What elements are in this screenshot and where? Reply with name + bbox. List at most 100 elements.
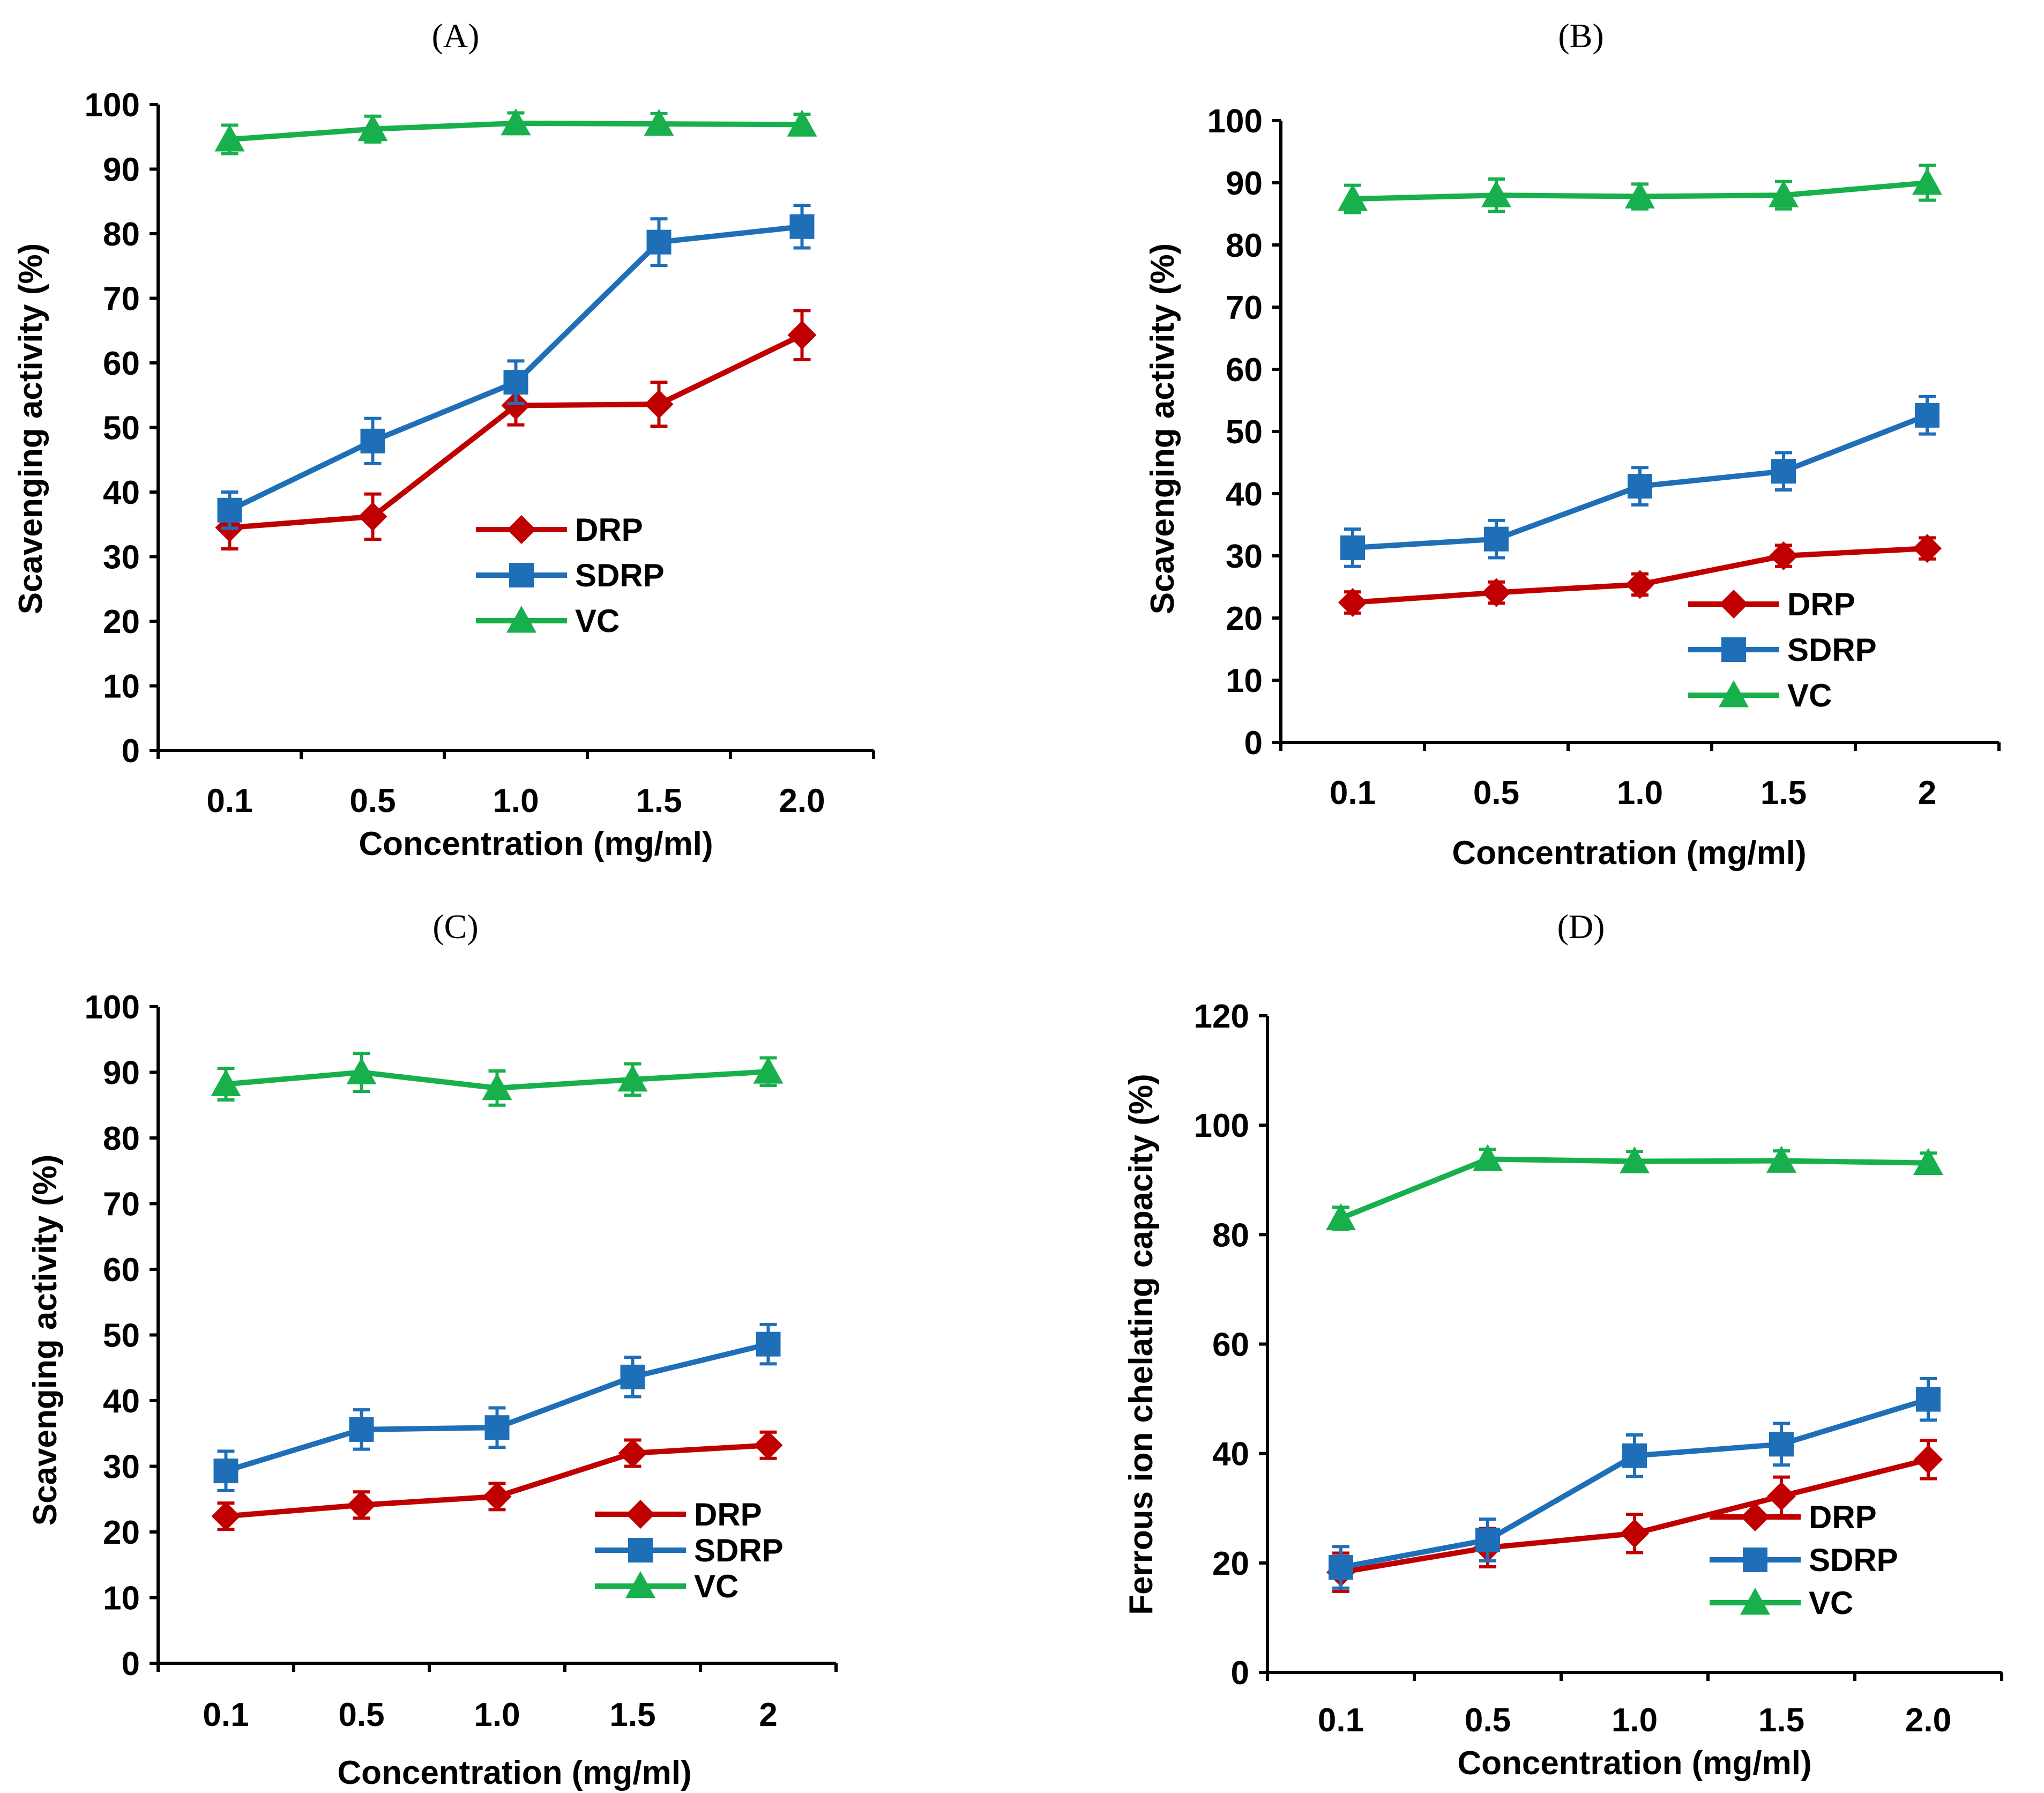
data-point-vc <box>214 124 245 152</box>
x-tick-label: 0.1 <box>203 1697 249 1734</box>
legend-label-drp: DRP <box>1809 1499 1877 1535</box>
legend-marker-drp <box>507 515 536 544</box>
x-axis-title: Concentration (mg/ml) <box>1452 835 1806 872</box>
data-point-sdrp <box>1915 403 1939 428</box>
y-axis-title: Ferrous ion chelating capacity (%) <box>1123 1074 1160 1615</box>
data-point-drp <box>347 1490 376 1520</box>
data-point-vc <box>1326 1203 1356 1231</box>
x-tick-label: 1.0 <box>493 783 539 820</box>
series-sdrp <box>1329 1377 1941 1590</box>
data-point-vc <box>482 1073 512 1100</box>
data-point-drp <box>501 391 531 420</box>
data-point-vc <box>501 108 531 136</box>
x-axis-title: Concentration (mg/ml) <box>359 825 713 862</box>
panel-title: (A) <box>432 17 480 55</box>
y-tick-label: 0 <box>122 1646 140 1683</box>
y-tick-label: 80 <box>103 1120 140 1157</box>
data-point-vc <box>1769 180 1799 207</box>
data-point-drp <box>482 1482 512 1511</box>
data-point-vc <box>1913 1148 1943 1176</box>
legend-label-vc: VC <box>694 1568 738 1604</box>
x-tick-label: 0.1 <box>1330 775 1376 812</box>
data-point-drp <box>754 1431 783 1460</box>
y-tick-label: 90 <box>103 1055 140 1092</box>
legend-marker-sdrp <box>509 563 534 587</box>
legend-marker-vc <box>1719 680 1749 708</box>
y-tick-label: 80 <box>103 216 140 253</box>
legend-label-vc: VC <box>1787 678 1832 713</box>
data-point-sdrp <box>349 1417 374 1442</box>
x-tick-label: 0.5 <box>338 1697 384 1734</box>
data-point-vc <box>346 1057 377 1084</box>
data-point-vc <box>1620 1146 1650 1173</box>
data-point-drp <box>644 390 674 419</box>
x-axis-title: Concentration (mg/ml) <box>337 1754 691 1791</box>
y-tick-label: 20 <box>1212 1545 1249 1582</box>
x-tick-label: 0.1 <box>206 783 252 820</box>
data-point-drp <box>787 321 817 350</box>
legend-label-sdrp: SDRP <box>694 1532 784 1568</box>
data-point-sdrp <box>1340 535 1365 560</box>
x-tick-label: 1.5 <box>636 783 682 820</box>
y-tick-label: 40 <box>103 474 140 511</box>
chart-panel-c: (C) 0 10 20 30 40 50 60 70 80 90 100 0.1 0.5 1.0 1.5 2 Co… <box>27 907 838 1791</box>
x-tick-label: 1.0 <box>1617 775 1663 812</box>
x-tick-label: 1.0 <box>474 1697 520 1734</box>
series-vc <box>214 108 817 155</box>
data-point-sdrp <box>213 1459 238 1484</box>
legend-marker-vc <box>625 1571 655 1598</box>
data-point-vc <box>1481 180 1511 207</box>
data-point-vc <box>753 1057 784 1084</box>
series-vc <box>211 1051 784 1107</box>
data-point-drp <box>1625 570 1654 599</box>
data-point-sdrp <box>1916 1387 1941 1412</box>
y-tick-label: 100 <box>1194 1107 1249 1144</box>
data-point-sdrp <box>646 229 672 255</box>
data-point-sdrp <box>1769 1432 1794 1457</box>
legend-label-drp: DRP <box>694 1497 762 1532</box>
chart-panel-a: (A) 0 10 20 30 40 50 60 70 80 90 100 0.1 0.5 1.0 1.5 2.0… <box>12 17 875 862</box>
y-tick-label: 60 <box>1212 1327 1249 1364</box>
y-tick-label: 80 <box>1212 1217 1249 1254</box>
data-point-sdrp <box>360 428 385 453</box>
legend-marker-drp <box>1741 1502 1770 1531</box>
y-tick-label: 70 <box>103 1186 140 1223</box>
data-point-sdrp <box>1628 474 1652 499</box>
data-point-drp <box>1913 534 1942 563</box>
y-tick-label: 40 <box>1226 476 1263 513</box>
series-vc <box>1326 1144 1943 1231</box>
data-point-vc <box>617 1064 648 1092</box>
x-tick-label: 1.5 <box>609 1697 655 1734</box>
y-tick-label: 10 <box>103 1580 140 1617</box>
y-tick-label: 10 <box>103 668 140 705</box>
panel-title: (D) <box>1557 907 1605 946</box>
legend-marker-drp <box>626 1500 655 1529</box>
legend-label-vc: VC <box>575 603 620 639</box>
y-axis-title: Scavenging activity (%) <box>27 1155 64 1526</box>
legend-marker-sdrp <box>628 1538 653 1563</box>
y-tick-label: 100 <box>1207 103 1263 140</box>
x-tick-label: 1.5 <box>1760 775 1807 812</box>
legend-marker-sdrp <box>1721 637 1746 662</box>
series-vc <box>1338 163 1942 214</box>
legend-label-drp: DRP <box>1787 586 1855 622</box>
y-tick-label: 30 <box>1226 538 1263 575</box>
data-point-drp <box>1482 578 1511 607</box>
data-point-drp <box>618 1439 647 1468</box>
data-point-vc <box>1912 168 1942 195</box>
data-point-vc <box>1766 1145 1796 1173</box>
y-tick-label: 70 <box>103 281 140 318</box>
panel-title: (C) <box>432 907 478 946</box>
y-tick-label: 50 <box>103 410 140 447</box>
legend-label-drp: DRP <box>575 512 643 548</box>
y-tick-label: 0 <box>1244 725 1263 762</box>
data-point-vc <box>211 1069 241 1096</box>
y-tick-label: 30 <box>103 1449 140 1486</box>
x-tick-label: 2.0 <box>1905 1702 1951 1739</box>
x-tick-label: 0.5 <box>1465 1702 1511 1739</box>
y-tick-label: 60 <box>103 1252 140 1289</box>
legend-marker-sdrp <box>1743 1548 1767 1572</box>
